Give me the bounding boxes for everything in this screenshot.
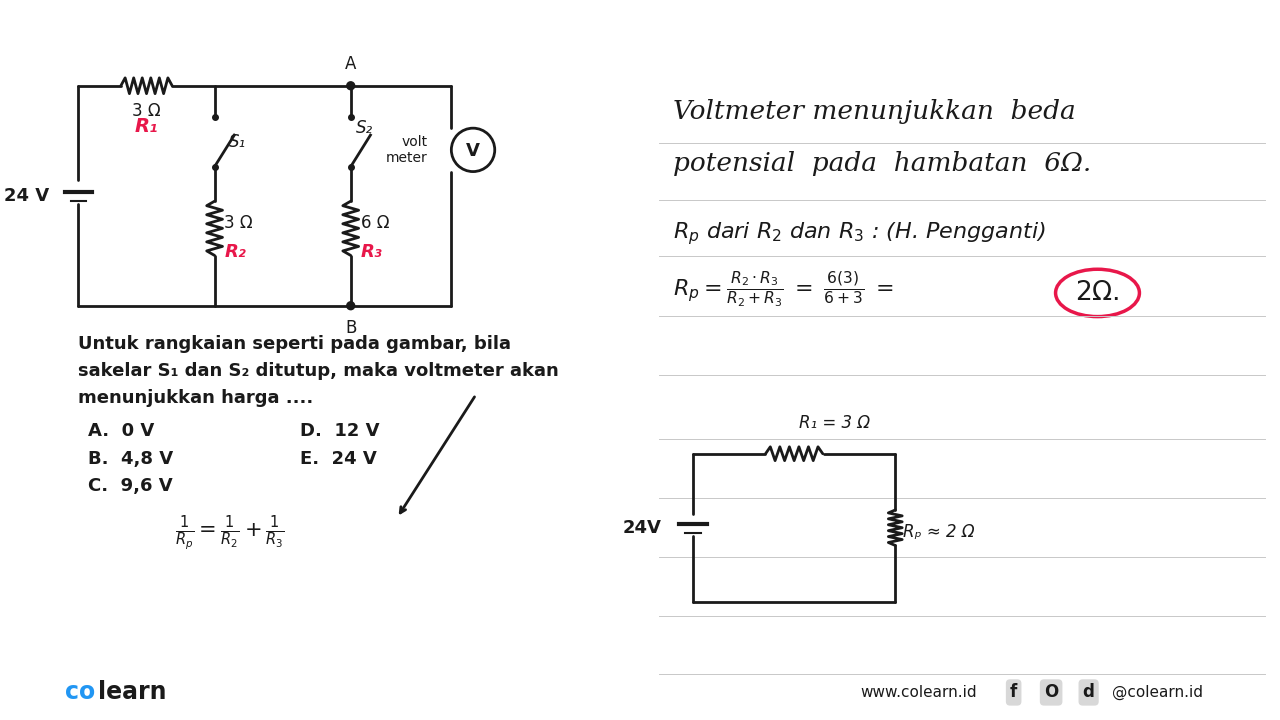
Text: $2\Omega.$: $2\Omega.$ [1075,280,1120,306]
Text: Voltmeter menunjukkan  beda: Voltmeter menunjukkan beda [673,99,1076,124]
Text: R₁ = 3 Ω: R₁ = 3 Ω [799,414,870,432]
Text: 24V: 24V [622,518,662,536]
Text: Rₚ ≈ 2 Ω: Rₚ ≈ 2 Ω [904,523,975,541]
Text: B: B [346,318,356,336]
Text: d: d [1083,683,1094,701]
Text: @colearn.id: @colearn.id [1112,685,1203,700]
Text: Untuk rangkaian seperti pada gambar, bila: Untuk rangkaian seperti pada gambar, bil… [78,336,512,354]
Text: D.  12 V: D. 12 V [301,422,380,440]
Text: 3 Ω: 3 Ω [132,102,161,120]
Text: C.  9,6 V: C. 9,6 V [88,477,173,495]
Text: 3 Ω: 3 Ω [224,215,253,233]
Text: R₂: R₂ [224,243,246,261]
Text: R₁: R₁ [134,117,159,136]
Text: menunjukkan harga ....: menunjukkan harga .... [78,389,314,407]
Text: R₃: R₃ [361,243,383,261]
Text: 24 V: 24 V [4,186,49,204]
Circle shape [347,302,355,310]
Text: A: A [346,55,356,73]
Text: volt
meter: volt meter [385,135,428,165]
Text: $\frac{1}{R_p} = \frac{1}{R_2} + \frac{1}{R_3}$: $\frac{1}{R_p} = \frac{1}{R_2} + \frac{1… [174,514,284,553]
Text: co: co [64,680,95,704]
Text: $R_p$ dari $R_2$ dan $R_3$ : (H. Pengganti): $R_p$ dari $R_2$ dan $R_3$ : (H. Penggan… [673,220,1046,247]
Circle shape [347,82,355,90]
Text: potensial  pada  hambatan  6Ω.: potensial pada hambatan 6Ω. [673,151,1092,176]
Text: S₂: S₂ [356,120,372,138]
Text: 6 Ω: 6 Ω [361,215,389,233]
Text: learn: learn [99,680,166,704]
Text: f: f [1010,683,1018,701]
Text: A.  0 V: A. 0 V [88,422,155,440]
Text: E.  24 V: E. 24 V [301,450,378,468]
Text: sakelar S₁ dan S₂ ditutup, maka voltmeter akan: sakelar S₁ dan S₂ ditutup, maka voltmete… [78,362,559,380]
Text: O: O [1044,683,1059,701]
Text: V: V [466,142,480,160]
Text: B.  4,8 V: B. 4,8 V [88,450,173,468]
Text: S₁: S₁ [229,133,247,151]
Text: $R_p = \frac{R_2 \cdot R_3}{R_2 + R_3} \;=\; \frac{6(3)}{6+3} \;=$: $R_p = \frac{R_2 \cdot R_3}{R_2 + R_3} \… [673,269,895,309]
Text: www.colearn.id: www.colearn.id [860,685,978,700]
